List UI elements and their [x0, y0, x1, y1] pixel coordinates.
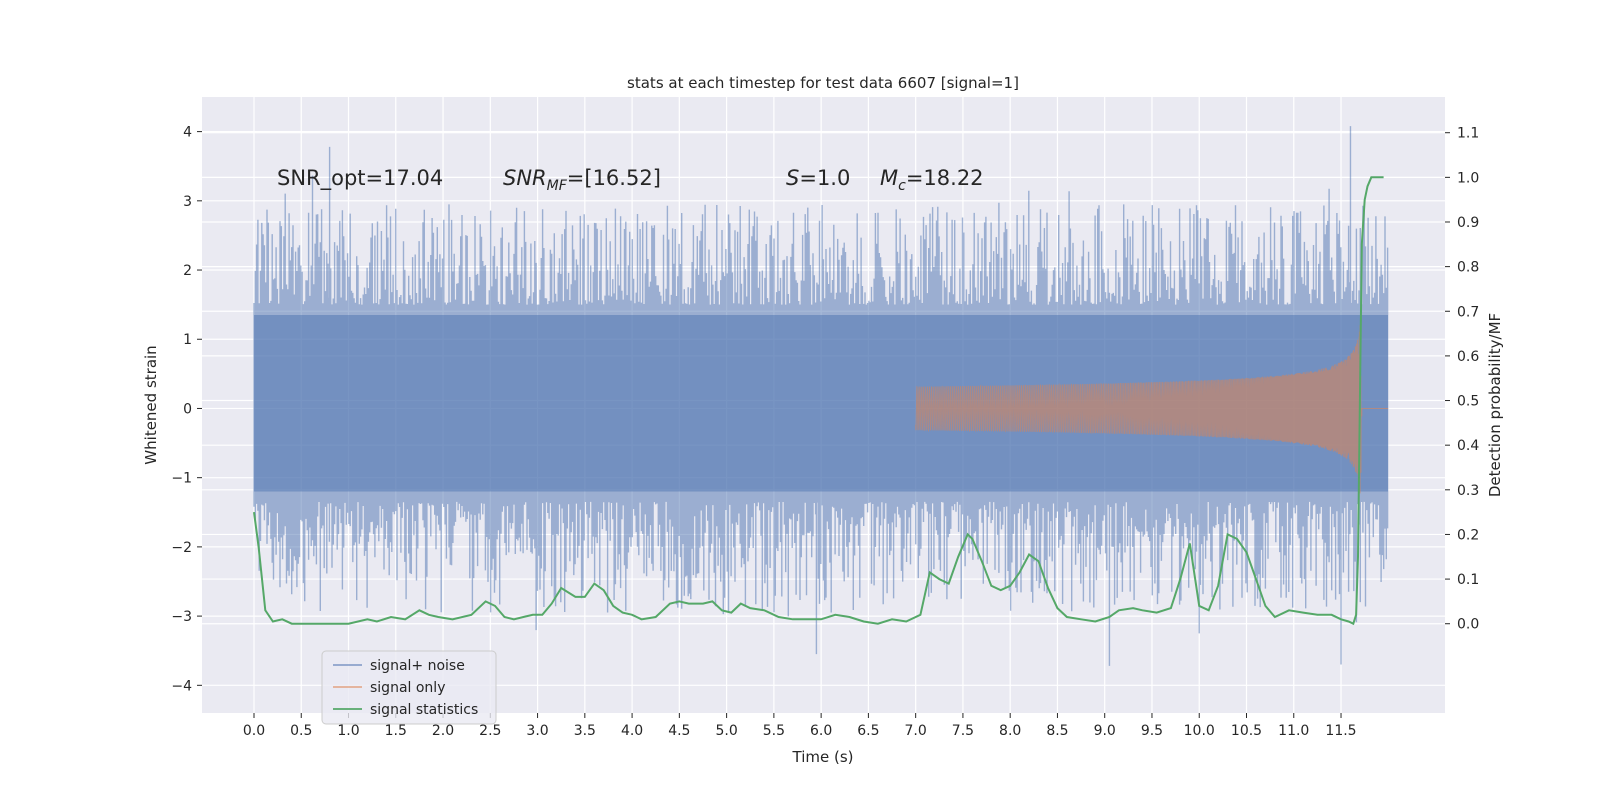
x-tick-label: 9.0: [1094, 723, 1116, 739]
y-tick-label-right: 1.1: [1457, 126, 1479, 142]
x-tick-label: 0.5: [290, 723, 312, 739]
chart-title: stats at each timestep for test data 660…: [627, 74, 1019, 92]
x-tick-label: 11.0: [1278, 723, 1309, 739]
series-signal-only: [915, 325, 1389, 494]
y-tick-label-right: 0.6: [1457, 349, 1479, 365]
legend-label-signal-only: signal only: [370, 680, 445, 696]
y-axis-label-left: Whitened strain: [142, 345, 160, 464]
y-tick-label-right: 0.3: [1457, 483, 1479, 499]
y-tick-label-left: 1: [183, 332, 192, 348]
legend-box: [321, 650, 497, 725]
y-tick-label-left: −3: [171, 609, 192, 625]
y-tick-label-right: 0.1: [1457, 572, 1479, 588]
x-tick-label: 11.5: [1325, 723, 1356, 739]
y-tick-label-right: 0.7: [1457, 304, 1479, 320]
y-tick-label-left: −1: [171, 471, 192, 487]
y-tick-label-left: −4: [171, 678, 192, 694]
x-tick-label: 5.0: [715, 723, 737, 739]
x-tick-label: 8.0: [999, 723, 1021, 739]
legend-label-signal-noise: signal+ noise: [370, 658, 465, 674]
x-axis-label: Time (s): [792, 748, 854, 766]
x-tick-label: 6.5: [857, 723, 879, 739]
x-tick-label: 0.0: [243, 723, 265, 739]
x-tick-label: 10.5: [1231, 723, 1262, 739]
y-tick-label-right: 0.4: [1457, 438, 1479, 454]
x-tick-label: 8.5: [1046, 723, 1068, 739]
axis-ticks: 0.0 0.5 1.0 1.5 2.0 2.5 3.0 3.5 4.0 4.5 5.0 5.5 6.0 6…: [171, 125, 1479, 739]
annotation-snr-mf: SNRMF=[16.52]: [503, 166, 661, 194]
y-tick-label-left: 3: [183, 194, 192, 210]
x-tick-label: 1.5: [385, 723, 407, 739]
x-tick-label: 2.0: [432, 723, 454, 739]
legend: signal+ noise signal only signal statist…: [321, 650, 497, 725]
x-tick-label: 9.5: [1141, 723, 1163, 739]
annotation-s-value: S=1.0: [786, 166, 850, 190]
y-tick-label-left: 0: [183, 401, 192, 417]
y-tick-label-right: 1.0: [1457, 170, 1479, 186]
x-tick-label: 3.5: [574, 723, 596, 739]
x-tick-label: 1.0: [337, 723, 359, 739]
y-tick-label-right: 0.2: [1457, 527, 1479, 543]
y-tick-label-right: 0.9: [1457, 215, 1479, 231]
x-tick-label: 3.0: [526, 723, 548, 739]
legend-label-signal-statistics: signal statistics: [370, 702, 478, 718]
x-tick-label: 7.5: [952, 723, 974, 739]
series-signal-statistics: [253, 176, 1384, 626]
y-axis-label-right: Detection probability/MF: [1486, 313, 1504, 497]
y-tick-label-right: 0.8: [1457, 260, 1479, 276]
x-tick-label: 4.0: [621, 723, 643, 739]
annotation-chirp-mass: Mc=18.22: [880, 166, 984, 194]
x-tick-label: 5.5: [763, 723, 785, 739]
y-tick-label-left: 2: [183, 263, 192, 279]
y-tick-label-left: −2: [171, 540, 192, 556]
annotation-snr-opt: SNR_opt=17.04: [277, 166, 443, 191]
x-tick-label: 6.0: [810, 723, 832, 739]
x-tick-label: 10.0: [1184, 723, 1215, 739]
y-tick-label-right: 0.0: [1457, 617, 1479, 633]
x-tick-label: 7.0: [905, 723, 927, 739]
y-tick-label-left: 4: [183, 125, 192, 141]
y-tick-label-right: 0.5: [1457, 394, 1479, 410]
x-tick-label: 4.5: [668, 723, 690, 739]
x-tick-label: 2.5: [479, 723, 501, 739]
